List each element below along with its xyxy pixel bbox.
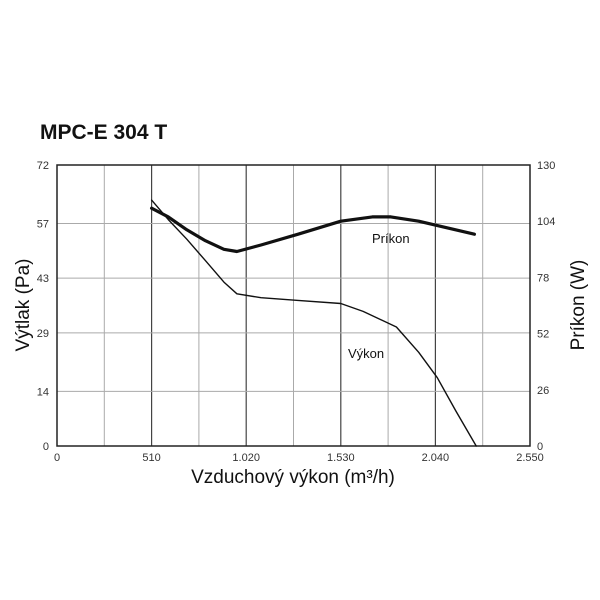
x-tick-label: 1.530 (327, 452, 355, 464)
y-axis-left-label: Výtlak (Pa) (13, 259, 34, 352)
series-label-vykon: Výkon (348, 346, 384, 361)
y-right-tick-label: 52 (537, 329, 549, 341)
y-left-tick-label: 0 (43, 441, 49, 453)
y-left-tick-label: 72 (37, 160, 49, 172)
chart-title: MPC-E 304 T (40, 121, 167, 144)
x-tick-label: 2.550 (516, 452, 544, 464)
grid (57, 165, 530, 446)
y-left-tick-label: 43 (37, 273, 49, 285)
y-right-tick-label: 78 (537, 272, 549, 284)
series-layer (150, 199, 477, 447)
x-tick-label: 0 (54, 452, 60, 464)
y-right-tick-label: 26 (537, 385, 549, 397)
x-tick-label: 2.040 (422, 452, 450, 464)
plot-frame (56, 164, 531, 447)
y-axis-right-label: Príkon (W) (568, 260, 589, 351)
x-axis-label: Vzduchový výkon (m³/h) (191, 467, 395, 488)
y-right-tick-label: 0 (537, 441, 543, 453)
y-left-tick-label: 57 (37, 219, 49, 231)
y-left-tick-label: 14 (37, 386, 49, 398)
y-left-tick-label: 29 (37, 328, 49, 340)
series-line-prikon (150, 206, 476, 254)
x-tick-label: 1.020 (232, 452, 260, 464)
x-tick-label: 510 (142, 452, 160, 464)
tick-labels: 0 510 1.020 1.530 2.040 2.5500142943577202652… (37, 160, 556, 464)
series-label-prikon: Príkon (372, 231, 410, 246)
y-right-tick-label: 130 (537, 160, 555, 172)
y-right-tick-label: 104 (537, 216, 555, 228)
series-line-vykon (150, 199, 477, 447)
